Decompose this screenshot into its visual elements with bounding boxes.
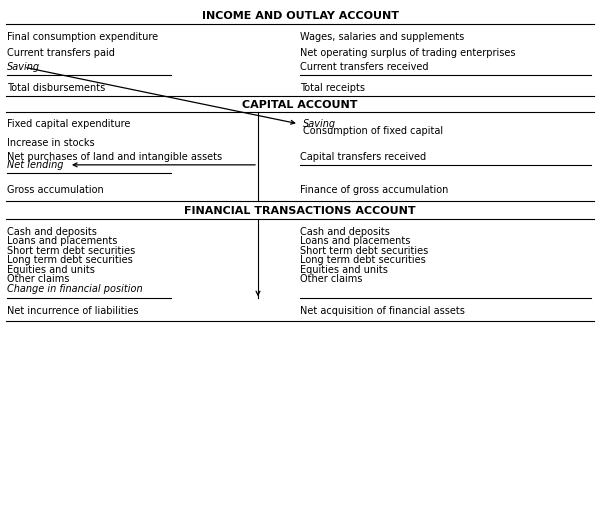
Text: Net acquisition of financial assets: Net acquisition of financial assets — [300, 306, 465, 316]
Text: Current transfers paid: Current transfers paid — [7, 47, 115, 58]
Text: Long term debt securities: Long term debt securities — [300, 255, 426, 266]
Text: Net purchases of land and intangible assets: Net purchases of land and intangible ass… — [7, 152, 223, 163]
Text: Saving: Saving — [7, 62, 40, 72]
Text: Total receipts: Total receipts — [300, 82, 365, 93]
Text: Wages, salaries and supplements: Wages, salaries and supplements — [300, 32, 464, 42]
Text: Other claims: Other claims — [300, 274, 362, 285]
Text: Cash and deposits: Cash and deposits — [300, 227, 390, 237]
Text: Total disbursements: Total disbursements — [7, 82, 106, 93]
Text: Other claims: Other claims — [7, 274, 70, 285]
Text: Increase in stocks: Increase in stocks — [7, 138, 95, 149]
Text: Consumption of fixed capital: Consumption of fixed capital — [303, 126, 443, 136]
Text: INCOME AND OUTLAY ACCOUNT: INCOME AND OUTLAY ACCOUNT — [202, 10, 398, 21]
Text: Short term debt securities: Short term debt securities — [7, 246, 136, 256]
Text: Finance of gross accumulation: Finance of gross accumulation — [300, 185, 448, 195]
Text: Net lending: Net lending — [7, 160, 64, 170]
Text: Net operating surplus of trading enterprises: Net operating surplus of trading enterpr… — [300, 47, 515, 58]
Text: Loans and placements: Loans and placements — [300, 236, 410, 247]
Text: CAPITAL ACCOUNT: CAPITAL ACCOUNT — [242, 100, 358, 110]
Text: Loans and placements: Loans and placements — [7, 236, 118, 247]
Text: Short term debt securities: Short term debt securities — [300, 246, 428, 256]
Text: Current transfers received: Current transfers received — [300, 62, 428, 72]
Text: Net incurrence of liabilities: Net incurrence of liabilities — [7, 306, 139, 316]
Text: Gross accumulation: Gross accumulation — [7, 185, 104, 195]
Text: Saving: Saving — [303, 119, 336, 129]
Text: Equities and units: Equities and units — [7, 265, 95, 275]
Text: Final consumption expenditure: Final consumption expenditure — [7, 32, 158, 42]
Text: Equities and units: Equities and units — [300, 265, 388, 275]
Text: Capital transfers received: Capital transfers received — [300, 152, 426, 163]
Text: Change in financial position: Change in financial position — [7, 284, 143, 294]
Text: Cash and deposits: Cash and deposits — [7, 227, 97, 237]
Text: Long term debt securities: Long term debt securities — [7, 255, 133, 266]
Text: Fixed capital expenditure: Fixed capital expenditure — [7, 119, 131, 129]
Text: FINANCIAL TRANSACTIONS ACCOUNT: FINANCIAL TRANSACTIONS ACCOUNT — [184, 206, 416, 216]
